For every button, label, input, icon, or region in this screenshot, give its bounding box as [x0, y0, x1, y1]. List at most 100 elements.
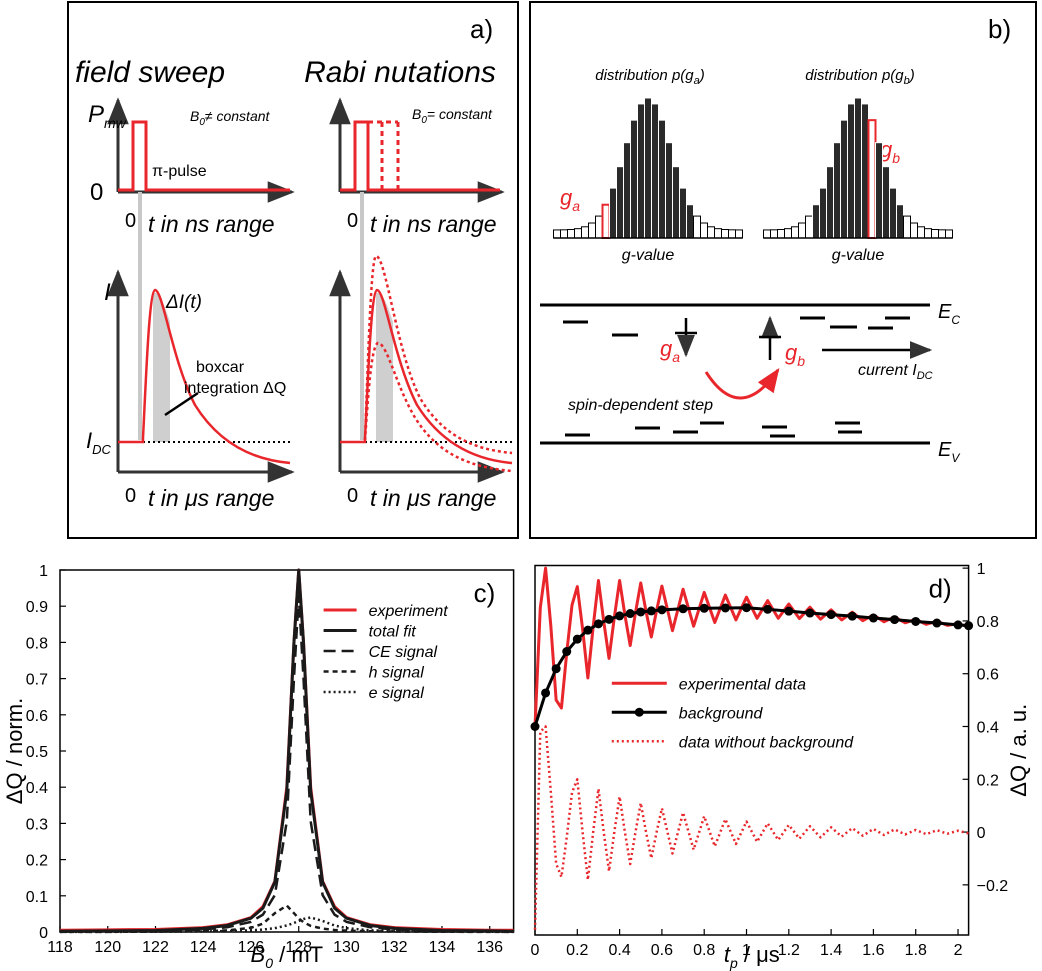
y-tick-label: 0.6: [977, 667, 999, 684]
text: b: [797, 353, 805, 369]
boxcar-area: [376, 292, 393, 442]
x-tick-label: 0.6: [651, 942, 673, 959]
histogram-bar: [651, 103, 659, 239]
text: g: [560, 185, 573, 210]
data-point: [742, 603, 752, 613]
x-tick-label: 132: [381, 939, 408, 956]
panel-frame: [67, 1, 519, 539]
panel-frame: [529, 1, 1037, 539]
y-tick-label: −0.2: [977, 878, 1009, 895]
text: g: [660, 336, 673, 361]
y-axis-title: ΔQ / norm.: [2, 698, 27, 804]
series-line: [533, 566, 970, 727]
histogram-bar: [924, 228, 932, 239]
x-tick-label: 128: [285, 939, 312, 956]
text: a: [672, 349, 680, 365]
data-point: [805, 608, 815, 618]
histogram-bar: [700, 222, 708, 239]
y-tick-label: 0.4: [26, 780, 48, 797]
data-point: [911, 616, 921, 626]
data-point: [530, 721, 540, 731]
histogram-bar: [784, 228, 792, 239]
text: / μs: [738, 942, 780, 967]
histogram-bar: [630, 119, 638, 239]
histogram-bar: [588, 222, 596, 239]
zero-label: 0: [347, 485, 358, 507]
y-tick-label: 0.7: [26, 672, 48, 689]
text: / mT: [273, 942, 323, 967]
series-line: [59, 568, 514, 932]
text: B: [412, 106, 421, 122]
x-tick-label: 0: [531, 942, 540, 959]
histogram-bar: [945, 229, 953, 239]
zero-label: 0: [125, 485, 136, 507]
data-point: [868, 613, 878, 623]
text: t: [724, 942, 731, 967]
histogram-bar: [896, 204, 904, 239]
histogram-bar: [567, 228, 575, 239]
histogram-bar: [679, 187, 687, 239]
histogram-bar: [875, 142, 883, 239]
histogram-bar: [609, 187, 617, 239]
series-line: [59, 904, 514, 934]
histogram-bar: [601, 203, 611, 240]
data-point: [572, 634, 582, 644]
x-tick-label: 118: [47, 939, 73, 956]
axis-label: IDC: [86, 428, 112, 457]
series-line: [59, 594, 514, 933]
histogram-bar: [658, 119, 666, 239]
zero-label: 0: [347, 210, 358, 232]
histogram-bar: [917, 226, 925, 239]
y-tick-label: 0.3: [26, 816, 48, 833]
histogram-bar: [553, 229, 561, 239]
axis-label: t in μs range: [370, 485, 496, 511]
histogram-bar: [819, 187, 827, 239]
histogram-bar: [581, 226, 589, 239]
text: V: [951, 451, 960, 465]
text: b: [892, 150, 900, 166]
text: E: [938, 301, 952, 323]
annotation: ga: [660, 336, 680, 365]
x-tick-label: 1.8: [905, 942, 927, 959]
legend-label: e signal: [369, 685, 425, 702]
histogram-bar: [910, 222, 918, 239]
x-tick-label: 120: [94, 939, 121, 956]
annotation: B0= constant: [412, 106, 493, 126]
data-point: [625, 609, 635, 619]
histogram-bar: [574, 228, 582, 239]
data-point: [890, 615, 900, 625]
histogram-bar: [665, 142, 673, 239]
histogram-bar: [595, 215, 603, 239]
histogram-bar: [805, 215, 813, 239]
text: DC: [92, 442, 111, 457]
histogram-bar: [623, 142, 631, 239]
annotation: current IDC: [858, 362, 933, 382]
x-tick-label: 2: [954, 942, 963, 959]
histogram-bar: [763, 229, 771, 239]
data-point: [562, 647, 572, 657]
text: C: [951, 313, 960, 327]
text: 0: [265, 955, 273, 971]
legend-label: h signal: [369, 665, 425, 682]
axis-label: t in ns range: [148, 211, 275, 237]
text: DC: [917, 370, 933, 382]
text: distribution p(g: [595, 67, 694, 84]
data-point: [615, 611, 625, 621]
pointer: [164, 391, 199, 417]
column-title: Rabi nutations: [304, 56, 496, 89]
text: 0: [199, 117, 205, 128]
histogram-bar: [861, 103, 869, 239]
axis-label: t in ns range: [370, 211, 497, 237]
x-tick-label: 1: [742, 942, 751, 959]
histogram-bar: [714, 228, 722, 239]
histogram-bar: [777, 228, 785, 239]
y-tick-label: 0.8: [977, 614, 999, 631]
data-point: [604, 614, 614, 624]
text: E: [938, 439, 952, 461]
legend-label: CE signal: [369, 644, 438, 661]
data-point: [847, 611, 857, 621]
panel-label: a): [470, 14, 493, 44]
zero-label: 0: [90, 179, 103, 206]
y-tick-label: 0: [977, 825, 986, 842]
x-axis-title: B0 / mT: [251, 942, 324, 971]
